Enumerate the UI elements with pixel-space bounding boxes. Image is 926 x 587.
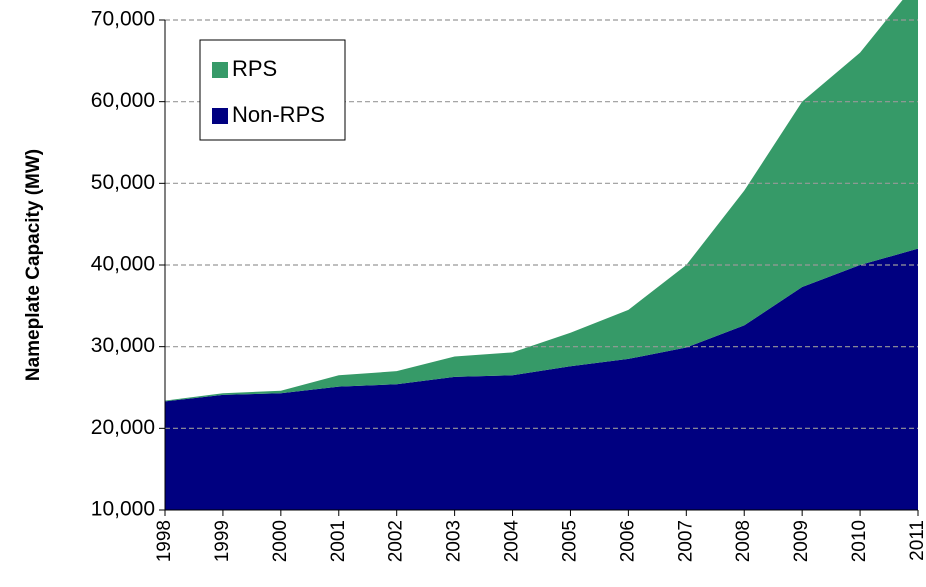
y-tick-label: 50,000 — [91, 171, 155, 194]
x-tick-label: 2008 — [733, 520, 754, 562]
x-tick-label: 2000 — [270, 520, 291, 562]
y-axis-title: Nameplate Capacity (MW) — [23, 149, 44, 381]
legend-swatch — [212, 108, 228, 124]
y-tick-label: 20,000 — [91, 416, 155, 439]
x-tick-label: 2001 — [328, 520, 349, 562]
area — [165, 248, 918, 510]
x-tick-label: 2004 — [502, 520, 523, 563]
x-tick-label: 2009 — [791, 520, 812, 562]
x-tick-label: 2005 — [559, 520, 580, 562]
y-tick-label: 60,000 — [91, 89, 155, 112]
x-tick-label: 1998 — [154, 520, 175, 562]
x-tick-label: 2003 — [444, 520, 465, 562]
legend-label: Non-RPS — [232, 102, 325, 127]
y-tick-label: 10,000 — [91, 498, 155, 521]
x-tick-label: 2007 — [675, 520, 696, 562]
y-tick-label: 30,000 — [91, 334, 155, 357]
x-tick-label: 2002 — [386, 520, 407, 562]
x-tick-label: 2006 — [617, 520, 638, 562]
y-tick-label: 40,000 — [91, 253, 155, 276]
y-tick-label: 70,000 — [91, 8, 155, 31]
x-tick-label: 1999 — [212, 520, 233, 562]
x-tick-label: 2011 — [907, 520, 926, 561]
legend-label: RPS — [232, 56, 277, 81]
legend-swatch — [212, 62, 228, 78]
x-tick-label: 2010 — [849, 520, 870, 562]
area — [165, 0, 918, 402]
